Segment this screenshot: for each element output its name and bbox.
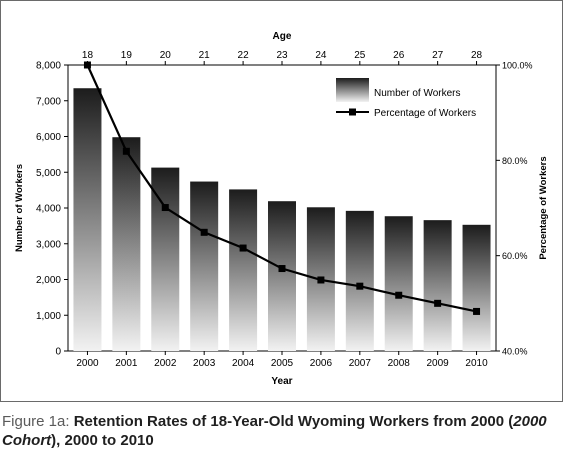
bar-2001: [112, 137, 141, 351]
percentage-marker-2006: [317, 276, 325, 284]
year-tick-label: 2009: [427, 358, 450, 369]
figure-caption: Figure 1a: Retention Rates of 18-Year-Ol…: [2, 412, 557, 450]
legend-label-line: Percentage of Workers: [374, 108, 476, 119]
figure-frame: 0 1,000 2,000 3,000 4,000 5,000 6,000 7,000 8,00…: [0, 0, 563, 402]
bar-2004: [229, 189, 258, 351]
bar-2003: [190, 181, 219, 351]
caption-italic: 2000 Cohort: [2, 413, 547, 449]
age-tick-label: 19: [121, 50, 133, 61]
percentage-marker-2005: [278, 265, 286, 273]
year-tick-label: 2000: [76, 358, 99, 369]
percentage-marker-2010: [473, 307, 481, 315]
caption-label: Figure 1a:: [2, 413, 70, 430]
percentage-marker-2007: [356, 282, 364, 290]
left-tick-label: 0: [55, 347, 61, 358]
year-tick-label: 2001: [115, 358, 138, 369]
percentage-marker-2004: [239, 244, 247, 252]
left-tick-label: 6,000: [36, 132, 61, 143]
year-tick-label: 2008: [388, 358, 411, 369]
year-tick-label: 2005: [271, 358, 294, 369]
bar-2007: [345, 210, 374, 351]
age-tick-label: 26: [393, 50, 405, 61]
left-tick-label: 2,000: [36, 275, 61, 286]
age-tick-label: 18: [82, 50, 94, 61]
x-axis-title: Year: [271, 376, 292, 387]
age-tick-label: 24: [315, 50, 327, 61]
age-tick-label: 20: [160, 50, 172, 61]
left-tick-label: 8,000: [36, 61, 61, 72]
right-tick-label: 60.0%: [502, 251, 528, 261]
age-tick-label: 23: [276, 50, 288, 61]
age-tick-label: 21: [199, 50, 211, 61]
top-axis-title: Age: [273, 31, 292, 42]
age-tick-label: 25: [354, 50, 366, 61]
y-axis-title: Number of Workers: [14, 164, 25, 252]
age-tick-label: 27: [432, 50, 444, 61]
legend-label-bars: Number of Workers: [374, 88, 461, 99]
percentage-marker-2008: [395, 291, 403, 299]
percentage-marker-2003: [200, 228, 208, 236]
bar-2009: [423, 220, 452, 351]
percentage-marker-2001: [122, 147, 130, 155]
bar-2008: [384, 216, 413, 351]
year-tick-label: 2007: [349, 358, 372, 369]
year-tick-label: 2003: [193, 358, 216, 369]
bar-2010: [462, 224, 491, 351]
year-tick-label: 2006: [310, 358, 333, 369]
left-tick-label: 7,000: [36, 96, 61, 107]
percentage-marker-2009: [434, 299, 442, 307]
caption-text-2: ), 2000 to 2010: [51, 432, 154, 449]
legend: Number of Workers Percentage of Workers: [336, 78, 476, 119]
right-tick-label: 100.0%: [502, 61, 533, 71]
year-tick-label: 2010: [465, 358, 488, 369]
bar-2005: [268, 201, 296, 351]
left-tick-label: 5,000: [36, 168, 61, 179]
left-tick-label: 3,000: [36, 239, 61, 250]
right-tick-label: 80.0%: [502, 156, 528, 166]
year-tick-label: 2004: [232, 358, 255, 369]
caption-text-1: Retention Rates of 18-Year-Old Wyoming W…: [73, 413, 514, 430]
right-tick-label: 40.0%: [502, 347, 528, 357]
left-tick-label: 4,000: [36, 204, 61, 215]
legend-swatch-marker: [349, 108, 356, 116]
age-tick-label: 22: [238, 50, 250, 61]
percentage-marker-2002: [161, 204, 169, 212]
age-tick-label: 28: [471, 50, 483, 61]
left-tick-label: 1,000: [36, 311, 61, 322]
bar-2000: [73, 88, 102, 352]
legend-swatch-bars: [336, 78, 369, 102]
chart: 0 1,000 2,000 3,000 4,000 5,000 6,000 7,000 8,00…: [14, 31, 549, 387]
year-tick-label: 2002: [154, 358, 177, 369]
bar-2002: [151, 167, 180, 351]
y2-axis-title: Percentage of Workers: [538, 156, 549, 259]
